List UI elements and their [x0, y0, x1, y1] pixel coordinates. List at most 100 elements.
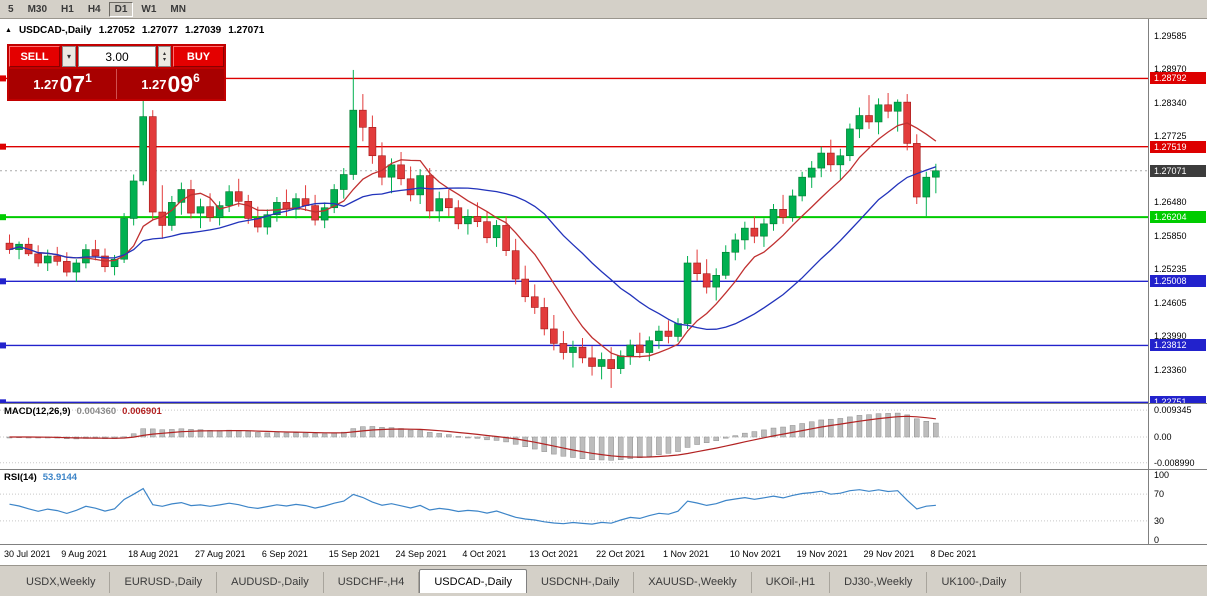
macd-label: MACD(12,26,9) 0.004360 0.006901 — [4, 406, 162, 417]
chart-symbol-label: USDCAD-,Daily — [18, 25, 92, 36]
date-label: 9 Aug 2021 — [61, 549, 107, 559]
rsi-tick: 0 — [1154, 535, 1160, 545]
date-label: 6 Sep 2021 — [261, 549, 308, 559]
price-level-tag: 1.27519 — [1150, 140, 1206, 153]
macd-main-value: 0.004360 — [76, 406, 117, 417]
chart-tabs: USDX,Weekly EURUSD-,Daily AUDUSD-,Daily USD… — [0, 565, 1207, 593]
chart-tab[interactable]: UKOil-,H1 — [752, 572, 831, 593]
timeframe-button-mn[interactable]: MN — [170, 3, 186, 15]
timeframe-button-d1[interactable]: D1 — [108, 1, 134, 17]
buy-price-prefix: 1.27 — [141, 76, 167, 92]
price-tick: 1.25235 — [1154, 264, 1187, 275]
price-level-tag: 1.26204 — [1150, 211, 1206, 224]
date-label: 4 Oct 2021 — [462, 549, 507, 559]
chart-window: 1.295851.289701.283401.277251.270951.264… — [0, 19, 1207, 565]
rsi-pane: 100 70 30 0 RSI(14) 53.9144 — [0, 470, 1207, 545]
price-tick: 1.26480 — [1154, 197, 1187, 208]
buy-price-display[interactable]: 1.27 09 6 — [117, 69, 224, 99]
macd-tick: 0.00 — [1154, 432, 1172, 442]
macd-name: MACD(12,26,9) — [4, 406, 71, 417]
price-tick: 1.29585 — [1154, 30, 1187, 41]
buy-button[interactable]: BUY — [173, 46, 224, 67]
timeframe-button-5[interactable]: 5 — [8, 3, 14, 15]
macd-pane: 0.009345 0.00 -0.008990 MACD(12,26,9) 0.00… — [0, 404, 1207, 470]
chevron-down-icon: ▾ — [162, 56, 166, 63]
rsi-tick: 100 — [1154, 470, 1170, 480]
time-axis[interactable]: 30 Jul 2021 9 Aug 2021 18 Aug 2021 27 Aug 2… — [0, 545, 1207, 565]
date-label: 13 Oct 2021 — [529, 549, 579, 559]
sell-price-prefix: 1.27 — [33, 76, 59, 92]
price-level-tag: 1.23812 — [1150, 339, 1206, 352]
date-label: 24 Sep 2021 — [395, 549, 447, 559]
price-level-tag: 1.25008 — [1150, 275, 1206, 288]
rsi-canvas[interactable] — [0, 470, 1148, 545]
rsi-name: RSI(14) — [4, 472, 37, 483]
buy-price-big: 09 — [167, 71, 194, 97]
chevron-down-icon: ▾ — [66, 52, 71, 61]
chart-tab[interactable]: USDCHF-,H4 — [324, 572, 420, 593]
price-tick: 1.27725 — [1154, 130, 1187, 141]
price-chart-canvas[interactable] — [0, 19, 1148, 404]
trade-prices-row: 1.27 07 1 1.27 09 6 — [9, 69, 224, 99]
chevron-up-icon: ▴ — [162, 50, 166, 57]
price-tick: 1.25850 — [1154, 231, 1187, 242]
ohlc-high: 1.27077 — [141, 25, 179, 36]
chart-tab[interactable]: DJ30-,Weekly — [830, 572, 928, 593]
chart-tab[interactable]: USDCNH-,Daily — [527, 572, 635, 593]
rsi-tick: 30 — [1154, 515, 1165, 526]
macd-signal-value: 0.006901 — [122, 406, 162, 417]
date-label: 1 Nov 2021 — [662, 549, 709, 559]
price-tick: 1.24605 — [1154, 297, 1187, 308]
volume-stepper[interactable]: ▴ ▾ — [158, 46, 171, 67]
timeframe-toolbar: 5 M30 H1 H4 D1 W1 MN — [0, 0, 1207, 19]
date-label: 8 Dec 2021 — [930, 549, 977, 559]
ohlc-low: 1.27039 — [185, 25, 222, 36]
macd-tick: -0.008990 — [1154, 457, 1195, 468]
collapse-icon[interactable]: ▲ — [5, 27, 12, 34]
rsi-tick: 70 — [1154, 489, 1165, 500]
rsi-label: RSI(14) 53.9144 — [4, 472, 77, 483]
date-label: 10 Nov 2021 — [729, 549, 781, 559]
price-tick: 1.23360 — [1154, 364, 1187, 375]
price-tick: 1.28970 — [1154, 63, 1187, 74]
date-label: 15 Sep 2021 — [328, 549, 380, 559]
rsi-axis[interactable]: 100 70 30 0 — [1148, 470, 1207, 544]
timeframe-button-m30[interactable]: M30 — [27, 3, 48, 15]
trade-controls-row: SELL ▾ ▴ ▾ BUY — [9, 46, 224, 67]
timeframe-button-h4[interactable]: H4 — [87, 3, 101, 15]
chart-tab[interactable]: XAUUSD-,Weekly — [634, 572, 752, 593]
chart-tab[interactable]: USDX,Weekly — [12, 572, 111, 593]
date-label: 30 Jul 2021 — [4, 549, 51, 559]
one-click-trading-panel: SELL ▾ ▴ ▾ BUY 1.27 07 1 — [7, 44, 226, 101]
sell-price-display[interactable]: 1.27 07 1 — [9, 69, 117, 99]
chart-tab[interactable]: UK100-,Daily — [927, 572, 1022, 593]
price-level-tag: 1.22751 — [1150, 396, 1206, 403]
volume-input[interactable] — [78, 46, 156, 67]
sell-price-pip: 1 — [85, 71, 92, 85]
price-tick: 1.23990 — [1154, 330, 1187, 341]
price-tick: 1.28340 — [1154, 97, 1187, 108]
order-options-dropdown[interactable]: ▾ — [62, 46, 76, 67]
macd-axis[interactable]: 0.009345 0.00 -0.008990 — [1148, 404, 1207, 469]
price-chart-pane: 1.295851.289701.283401.277251.270951.264… — [0, 19, 1207, 404]
buy-price-pip: 6 — [193, 71, 200, 85]
chart-tab[interactable]: EURUSD-,Daily — [110, 572, 218, 593]
ohlc-open: 1.27052 — [98, 25, 135, 36]
macd-canvas[interactable] — [0, 404, 1148, 470]
date-label: 29 Nov 2021 — [863, 549, 915, 559]
price-axis[interactable]: 1.295851.289701.283401.277251.270951.264… — [1148, 19, 1207, 403]
chart-tab[interactable]: AUDUSD-,Daily — [217, 572, 324, 593]
chart-tab[interactable]: USDCAD-,Daily — [419, 569, 527, 593]
timeframe-button-h1[interactable]: H1 — [61, 3, 74, 15]
current-price-tag: 1.27071 — [1150, 164, 1206, 177]
sell-button[interactable]: SELL — [9, 46, 60, 67]
date-label: 27 Aug 2021 — [195, 549, 246, 559]
price-level-tag: 1.28792 — [1150, 72, 1206, 85]
chart-ohlc-info: ▲ USDCAD-,Daily 1.27052 1.27077 1.27039 … — [5, 25, 264, 36]
date-label: 18 Aug 2021 — [128, 549, 179, 559]
macd-tick: 0.009345 — [1154, 405, 1192, 416]
date-label: 22 Oct 2021 — [596, 549, 646, 559]
timeframe-button-w1[interactable]: W1 — [141, 3, 157, 15]
ohlc-close: 1.27071 — [228, 25, 265, 36]
